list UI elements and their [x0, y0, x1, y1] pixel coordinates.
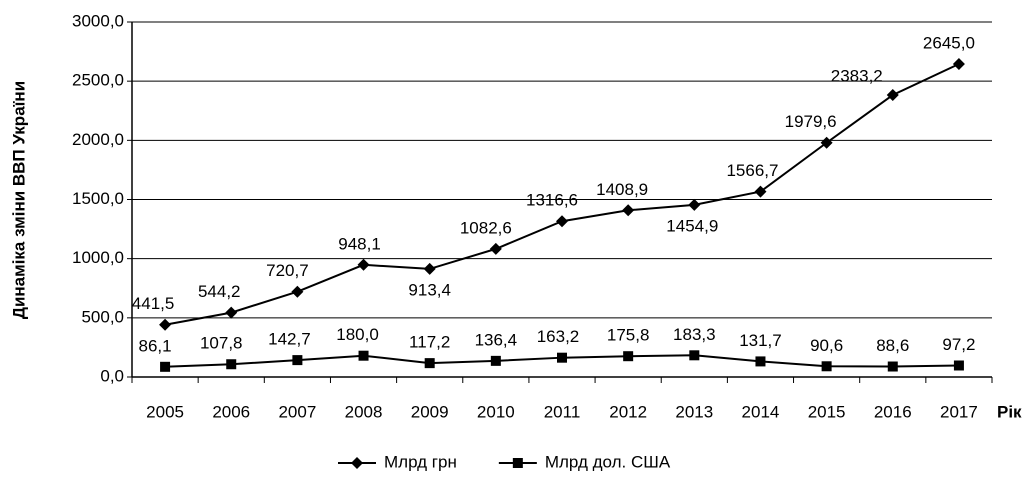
x-tick-label: 2013 [675, 402, 713, 421]
marker [160, 361, 171, 372]
marker [622, 204, 635, 217]
y-tick-label: 2500,0 [72, 71, 124, 90]
x-tick-label: 2012 [609, 402, 647, 421]
marker [424, 358, 435, 369]
data-label: 441,5 [132, 294, 175, 313]
marker [225, 306, 238, 319]
marker [292, 355, 303, 366]
x-tick-label: 2015 [808, 402, 846, 421]
marker [557, 352, 567, 363]
x-tick-label: 2011 [544, 402, 581, 421]
marker [351, 457, 363, 469]
y-tick-label: 1500,0 [72, 189, 124, 208]
x-tick-label: 2017 [940, 402, 978, 421]
data-label: 180,0 [336, 325, 379, 344]
x-tick-label: 2006 [212, 402, 250, 421]
data-label: 2383,2 [831, 66, 883, 85]
data-label: 131,7 [739, 331, 782, 350]
marker [754, 185, 767, 198]
marker [489, 242, 502, 255]
x-tick-label: 2014 [742, 402, 780, 421]
y-tick-label: 1000,0 [72, 248, 124, 267]
marker [358, 350, 369, 361]
marker [688, 198, 701, 211]
data-label: 136,4 [475, 330, 518, 349]
x-tick-label: 2005 [146, 402, 184, 421]
marker [755, 356, 766, 367]
marker [689, 350, 700, 361]
data-label: 117,2 [409, 333, 450, 352]
legend-label: Млрд грн [384, 452, 457, 471]
data-label: 142,7 [268, 330, 311, 349]
data-label: 913,4 [408, 280, 451, 299]
marker [490, 355, 501, 366]
marker [357, 258, 370, 271]
data-label: 107,8 [200, 334, 243, 353]
marker [953, 360, 964, 371]
data-label: 2645,0 [923, 33, 975, 52]
marker [886, 88, 899, 101]
marker [159, 318, 172, 331]
marker [952, 58, 965, 71]
data-label: 720,7 [266, 261, 309, 280]
data-label: 948,1 [338, 234, 381, 253]
x-axis-title: Рік [997, 402, 1022, 421]
data-label: 1082,6 [460, 218, 512, 237]
y-tick-label: 0,0 [100, 366, 124, 385]
y-tick-label: 2000,0 [72, 130, 124, 149]
data-label: 544,2 [198, 282, 241, 301]
legend-label: Млрд дол. США [545, 452, 671, 471]
marker [820, 136, 833, 149]
marker [556, 215, 568, 228]
data-label: 1408,9 [596, 180, 648, 199]
y-tick-label: 500,0 [81, 307, 124, 326]
y-tick-label: 3000,0 [72, 11, 124, 30]
marker [423, 262, 436, 275]
marker [291, 285, 304, 298]
marker [226, 359, 237, 370]
data-label: 1566,7 [726, 161, 778, 180]
data-label: 1454,9 [666, 216, 718, 235]
marker [623, 351, 634, 362]
data-label: 88,6 [876, 336, 909, 355]
x-tick-label: 2007 [278, 402, 316, 421]
data-label: 183,3 [673, 325, 716, 344]
data-label: 1316,6 [526, 191, 578, 210]
x-tick-label: 2010 [477, 402, 515, 421]
data-label: 86,1 [139, 336, 172, 355]
marker [821, 361, 832, 372]
y-axis-title: Динаміка зміни ВВП України [9, 81, 28, 319]
data-label: 90,6 [810, 336, 843, 355]
data-label: 1979,6 [785, 112, 837, 131]
x-tick-label: 2008 [345, 402, 383, 421]
data-label: 163,2 [537, 327, 580, 346]
x-tick-label: 2016 [874, 402, 912, 421]
data-label: 97,2 [942, 335, 975, 354]
x-tick-label: 2009 [411, 402, 449, 421]
marker [512, 458, 523, 468]
data-label: 175,8 [607, 326, 650, 345]
marker [887, 361, 898, 372]
